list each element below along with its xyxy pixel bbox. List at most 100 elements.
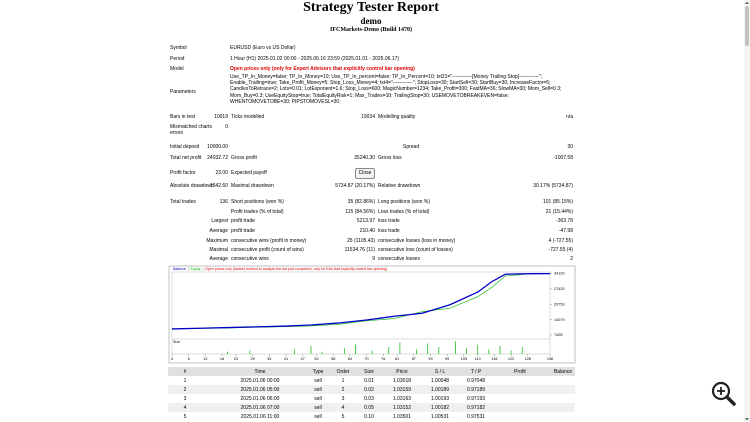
summary-value: n/a xyxy=(566,114,573,120)
summary-label: consecutive profit (count of wins) xyxy=(231,247,304,253)
zoom-icon[interactable] xyxy=(711,381,736,406)
chart-frame xyxy=(168,265,576,364)
trade-cell: 2 xyxy=(341,387,345,393)
x-tick-label: 47 xyxy=(301,357,305,361)
summary-label: Symbol xyxy=(170,45,187,51)
summary-label: consecutive losses xyxy=(378,256,420,262)
trade-cell: 0.03 xyxy=(364,396,374,402)
summary-label: Long positions (won %) xyxy=(378,199,430,205)
summary-label: Relative drawdown xyxy=(378,183,421,189)
trade-cell: 0.01 xyxy=(364,378,374,384)
x-tick-label: 87 xyxy=(412,357,416,361)
trade-cell: 1.03018 xyxy=(392,378,412,384)
trade-cell: 0.10 xyxy=(364,414,374,420)
summary-value: 19034 xyxy=(361,114,375,120)
column-header: Time xyxy=(254,369,266,375)
table-row-bg xyxy=(168,376,575,385)
legend-entry: Balance xyxy=(173,267,186,271)
summary-value: Average xyxy=(209,228,228,234)
legend-separator xyxy=(202,267,204,271)
column-header: Type xyxy=(312,369,324,375)
column-header: Size xyxy=(364,369,374,375)
trade-cell: 1.03152 xyxy=(392,405,412,411)
trade-cell: sell xyxy=(314,378,322,384)
size-label: Size xyxy=(173,340,180,344)
x-tick-label: 58 xyxy=(331,357,335,361)
plot-frame xyxy=(171,271,551,355)
y-tick-label: 27420 xyxy=(554,287,565,291)
summary-value: 136 xyxy=(219,199,228,205)
summary-label: Total net profit xyxy=(170,155,202,161)
x-tick-label: 116 xyxy=(491,357,497,361)
y-tick-label: 20753 xyxy=(554,302,565,306)
table-row-bg xyxy=(168,403,575,412)
summary-label: Initial deposit xyxy=(170,144,200,150)
close-button[interactable]: Close xyxy=(355,168,375,179)
column-header: # xyxy=(183,369,187,375)
summary-label: consecutive wins xyxy=(231,256,269,262)
summary-label: Parameters xyxy=(170,89,196,95)
column-header: Profit xyxy=(514,369,526,375)
x-tick-label: 122 xyxy=(508,357,514,361)
x-tick-label: 93 xyxy=(428,357,432,361)
trade-cell: 2025.01.06 00:00 xyxy=(240,378,280,384)
summary-label: Modelling quality xyxy=(378,114,416,120)
summary-label: Period xyxy=(170,56,185,62)
table-header-bg xyxy=(168,367,575,376)
summary-label: Ticks modelled xyxy=(231,114,265,120)
x-tick-label: 76 xyxy=(381,357,385,361)
trade-cell: 4 xyxy=(341,405,345,411)
x-tick-label: 18 xyxy=(220,357,224,361)
summary-value: 35240.30 xyxy=(354,155,375,161)
trade-cell: 1 xyxy=(341,378,345,384)
summary-label: consecutive loss (count of losses) xyxy=(378,247,453,253)
summary-value: 5734.87 (20.17%) xyxy=(335,183,375,189)
x-tick-label: 70 xyxy=(364,357,368,361)
summary-label: Mismatched charts errors xyxy=(170,124,212,136)
summary-value: 35 (82.86%) xyxy=(347,199,375,205)
trade-cell: 0.05 xyxy=(364,405,374,411)
summary-value: 4 (-727.55) xyxy=(548,238,573,244)
summary-value: 21 (15.44%) xyxy=(545,209,573,215)
summary-value: Largest xyxy=(211,218,228,224)
trade-cell: 3 xyxy=(183,396,187,402)
summary-value: 101 (85.15%) xyxy=(542,199,573,205)
x-tick-label: 6 xyxy=(188,357,190,361)
y-tick-label: 34120 xyxy=(554,272,565,276)
y-tick-label: 14079 xyxy=(554,318,565,322)
scrollbar-track xyxy=(744,0,750,422)
summary-label: consecutive wins (profit in money) xyxy=(231,238,307,244)
summary-label: Profit factor xyxy=(170,170,196,176)
summary-label: Maximal drawdown xyxy=(231,183,274,189)
trade-cell: 1.00182 xyxy=(430,405,450,411)
x-tick-label: 81 xyxy=(395,357,399,361)
summary-value: 9 xyxy=(372,256,375,262)
column-header: Balance xyxy=(553,369,573,375)
summary-label: loss trade xyxy=(378,228,400,234)
trade-cell: 4 xyxy=(183,405,187,411)
summary-value: -1007.58 xyxy=(553,155,573,161)
trade-cell: 2 xyxy=(183,387,187,393)
summary-value: 2 xyxy=(570,256,573,262)
legend-separator xyxy=(187,267,190,271)
trade-cell: 1.03501 xyxy=(392,414,412,420)
summary-label: profit trade xyxy=(231,228,255,234)
summary-value: 30 xyxy=(567,144,573,150)
scrollbar-thumb[interactable] xyxy=(745,6,749,46)
balance-chart: Balance Equity Open prices only (fastest m… xyxy=(168,265,576,364)
x-tick-label: 64 xyxy=(348,357,352,361)
trade-cell: 1.00048 xyxy=(430,378,450,384)
summary-value: 11534.76 (11) xyxy=(344,247,375,253)
trade-cell: 0.97193 xyxy=(466,396,486,402)
trade-cell: sell xyxy=(314,405,322,411)
report-title: Strategy Tester Report xyxy=(303,0,439,15)
summary-label: Bars in test xyxy=(170,114,196,120)
x-tick-label: 29 xyxy=(250,357,254,361)
trade-cell: 1.03163 xyxy=(392,396,412,402)
report-subtitle: demo xyxy=(360,16,382,26)
summary-value: 1542.60 xyxy=(209,183,228,189)
summary-value: 10019 xyxy=(214,114,228,120)
summary-value: 5213.97 xyxy=(356,218,375,224)
summary-value: Maximal xyxy=(209,247,228,253)
